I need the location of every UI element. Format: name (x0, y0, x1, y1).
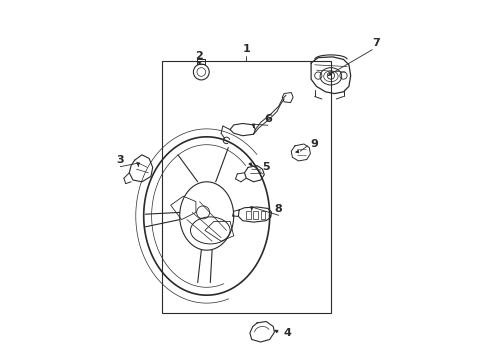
Text: 7: 7 (371, 38, 379, 48)
Text: 6: 6 (264, 114, 271, 124)
Text: 4: 4 (283, 328, 291, 338)
Text: 5: 5 (262, 162, 269, 172)
Bar (162, 61, 330, 313)
Text: 2: 2 (195, 51, 203, 61)
Text: 1: 1 (242, 44, 250, 54)
Bar (260, 211, 264, 219)
Bar (253, 211, 257, 219)
Text: 3: 3 (116, 155, 124, 165)
Bar (246, 211, 250, 219)
Text: 9: 9 (310, 139, 318, 149)
Text: 8: 8 (274, 204, 282, 214)
